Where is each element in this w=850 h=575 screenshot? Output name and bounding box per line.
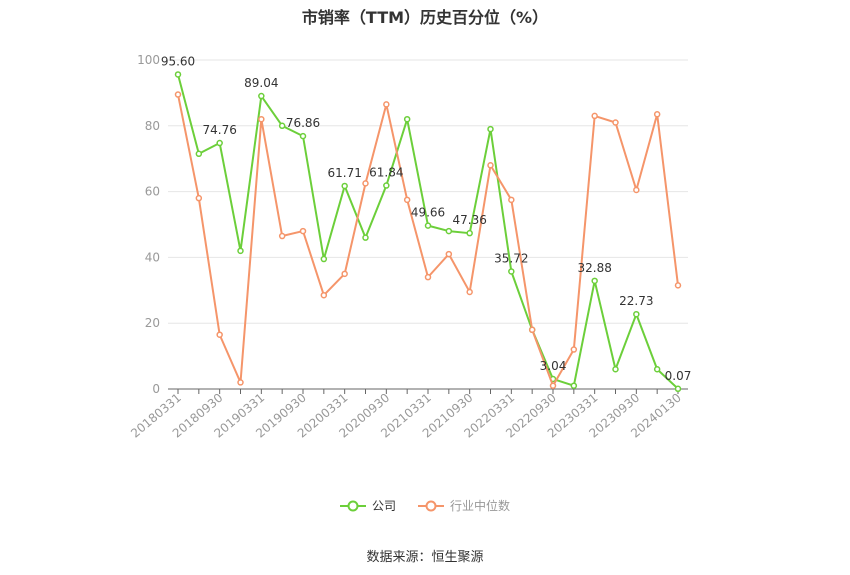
series-1-point [445, 250, 453, 258]
legend-label-industry-median: 行业中位数 [450, 499, 511, 513]
series-1-point [383, 101, 390, 108]
series-1-point [674, 282, 682, 289]
data-label: 47.36 [452, 213, 486, 227]
data-label: 95.60 [161, 54, 195, 68]
grid-lines [168, 59, 688, 324]
series-0-point [612, 366, 619, 373]
series-0-point [320, 255, 328, 263]
data-label: 22.73 [619, 294, 653, 308]
data-label: 74.76 [202, 123, 236, 137]
y-tick-label: 40 [145, 250, 160, 264]
series-0-point [570, 382, 578, 389]
series-0-point [591, 277, 598, 285]
series-1-point [237, 379, 244, 386]
y-tick-label: 20 [145, 316, 160, 330]
series-1-point [612, 119, 619, 126]
series-1-point [508, 196, 515, 204]
y-tick-label: 100 [137, 53, 160, 67]
series-1-point [299, 227, 307, 235]
data-label: 49.66 [411, 206, 445, 220]
chart-title: 市销率（TTM）历史百分位（%） [301, 8, 549, 27]
data-label: 61.84 [369, 166, 403, 180]
legend-item-company[interactable]: 公司 [339, 497, 396, 514]
series-1-point [487, 162, 494, 169]
series-1-point [216, 331, 223, 338]
series-0-point [362, 234, 369, 241]
y-tick-label: 0 [152, 382, 160, 396]
series-0-point [508, 268, 515, 275]
series-1-point [341, 270, 348, 278]
series-0-point [258, 92, 265, 100]
series-1-point [549, 382, 557, 389]
legend-company-line-icon [339, 500, 366, 511]
series-0-point [341, 182, 348, 190]
series-0-point [445, 227, 453, 235]
data-label: 76.86 [286, 116, 320, 130]
series-1-point [528, 326, 536, 334]
series-0-point [424, 222, 432, 229]
series-lines [174, 71, 682, 393]
data-label: 89.04 [244, 76, 278, 90]
y-tick-label: 80 [145, 119, 160, 133]
legend-industry-line-icon [418, 500, 444, 511]
data-label: 3.04 [540, 359, 567, 373]
series-0-point [195, 150, 203, 158]
data-label: 32.88 [577, 261, 611, 275]
series-1-point [174, 91, 182, 98]
series-0-point [237, 247, 244, 255]
series-0-point [383, 182, 390, 189]
series-1-point [362, 180, 369, 187]
series-1-point [320, 291, 328, 299]
series-0-point [403, 115, 411, 123]
series-1-point [424, 273, 432, 281]
series-0-point [216, 139, 223, 147]
series-1-point [633, 186, 640, 194]
series-1-point [278, 232, 286, 240]
data-label: 61.71 [327, 166, 361, 180]
series-0-point [299, 132, 307, 140]
data-label: 35.72 [494, 251, 528, 265]
series-line-1 [177, 94, 679, 387]
series-1-point [653, 111, 661, 118]
axes: 0204060801002018033120180930201903312019… [128, 53, 688, 441]
series-0-point [674, 385, 682, 393]
series-0-point [174, 71, 182, 78]
legend: 公司 行业中位数 [0, 497, 850, 514]
series-0-point [466, 229, 473, 237]
series-1-point [195, 194, 203, 202]
series-1-point [466, 288, 473, 296]
series-1-point [591, 112, 598, 120]
series-0-point [278, 122, 286, 130]
data-label: 0.07 [665, 369, 692, 383]
legend-label-company: 公司 [371, 499, 396, 513]
series-0-point [653, 366, 661, 373]
data-labels: 95.60 74.76 89.04 76.86 61.71 61.84 49.66 47.36… [161, 54, 692, 382]
y-tick-label: 60 [145, 185, 160, 199]
series-1-point [258, 115, 265, 123]
series-1-point [570, 346, 578, 353]
series-1-point [403, 196, 411, 204]
series-0-point [633, 310, 640, 318]
source-note: 数据来源：恒生聚源 [366, 550, 484, 565]
series-0-point [487, 125, 494, 133]
legend-item-industry-median[interactable]: 行业中位数 [418, 497, 510, 514]
